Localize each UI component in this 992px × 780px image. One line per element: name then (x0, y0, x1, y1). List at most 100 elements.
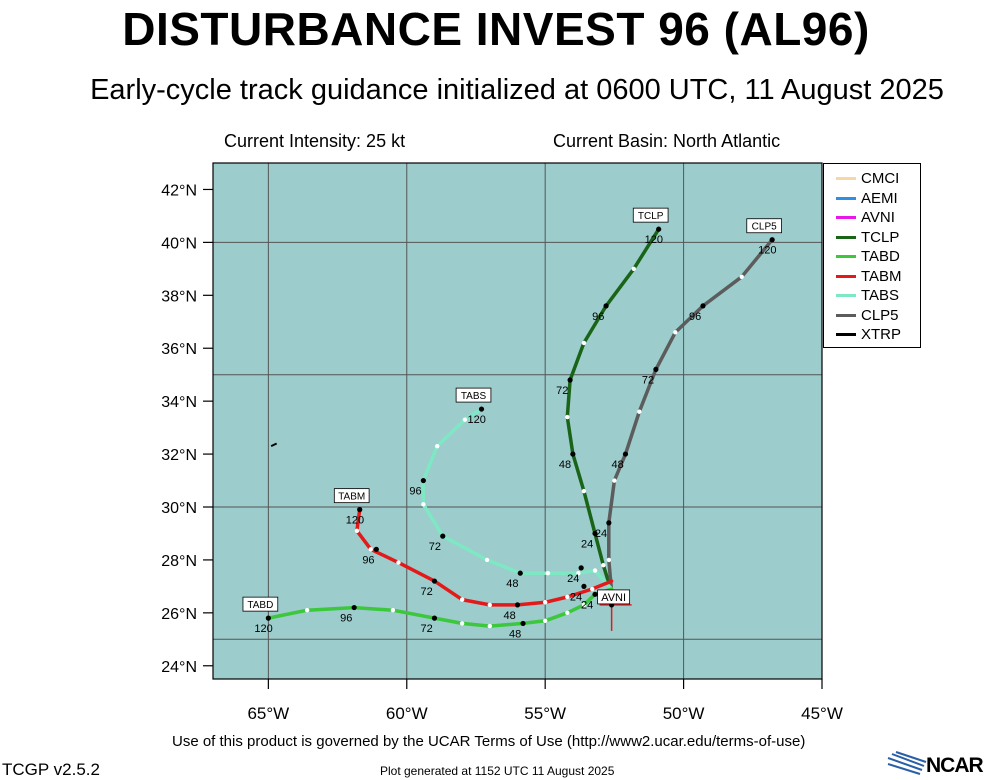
x-axis-tick-label: 65°W (247, 704, 289, 723)
legend-swatch (836, 274, 856, 278)
track-tick-point-tabd (520, 620, 526, 627)
page-title: DISTURBANCE INVEST 96 (AL96) (122, 3, 870, 55)
legend-item-aemi: AEMI (836, 189, 898, 208)
land-bermuda (270, 442, 278, 448)
track-point-tabd (487, 623, 493, 629)
y-axis-tick-label: 34°N (161, 394, 197, 411)
y-axis-tick-label: 42°N (161, 182, 197, 199)
page-subtitle: Early-cycle track guidance initialized a… (90, 74, 944, 106)
legend-label: AEMI (861, 189, 898, 207)
y-axis-tick-label: 36°N (161, 341, 197, 358)
track-tick-point-tabs (440, 533, 446, 539)
current-intensity: Current Intensity: 25 kt (224, 131, 406, 151)
legend-swatch (836, 255, 856, 258)
track-tick-label-tabd: 24 (581, 599, 593, 611)
track-point-tabm (368, 547, 373, 552)
track-tick-label-clp5: 24 (595, 528, 607, 540)
track-point-tclp (581, 488, 587, 494)
current-basin: Current Basin: North Atlantic (553, 131, 781, 151)
track-point-tabm (487, 602, 493, 608)
legend-item-xtrp: XTRP (836, 325, 901, 344)
track-point-tabd (565, 610, 570, 616)
generated-time: Plot generated at 1152 UTC 11 August 202… (380, 764, 615, 778)
track-point-clp5 (739, 274, 744, 279)
track-tick-point-tabs (420, 477, 426, 484)
track-tick-point-tclp (567, 377, 573, 383)
legend-item-avni: AVNI (836, 208, 895, 227)
track-point-tabm (565, 594, 570, 600)
legend-item-tabs: TABS (836, 286, 899, 305)
track-point-tabm (459, 597, 465, 602)
y-axis-tick-label: 32°N (161, 447, 197, 464)
legend-label: AVNI (861, 209, 895, 226)
track-point-tabs (421, 502, 426, 507)
track-tick-point-tabd (592, 591, 598, 597)
track-point-tclp (565, 414, 570, 420)
ncar-logo-text: NCAR (926, 754, 984, 777)
track-tick-label-tabd: 72 (420, 623, 432, 635)
track-point-tabd (581, 602, 587, 608)
track-point-tabd (304, 608, 310, 613)
track-tick-label-tabs: 48 (506, 578, 518, 590)
track-tick-label-tabm: 72 (420, 586, 432, 598)
track-tick-point-tabm (373, 546, 379, 552)
track-tick-point-tabs (517, 570, 523, 576)
y-axis-tick-label: 30°N (161, 500, 197, 517)
terms-of-use-text: Use of this product is governed by the U… (172, 733, 806, 750)
track-point-tabm (590, 586, 595, 592)
map-frame (212, 162, 823, 680)
track-point-tabd (459, 621, 465, 626)
track-tick-point-tabd (265, 615, 271, 621)
track-tick-label-tabs: 72 (429, 541, 441, 553)
track-tick-point-tabd (351, 604, 357, 611)
track-end-label-tabm: TABM (338, 492, 365, 503)
track-tick-label-tabm: 96 (362, 554, 374, 566)
track-tick-label-tclp: 48 (559, 459, 571, 471)
legend-swatch (836, 196, 856, 200)
track-point-clp5 (673, 330, 678, 335)
track-tick-label-tclp: 96 (592, 311, 604, 323)
track-tick-point-clp5 (769, 237, 775, 243)
legend-label: CMCI (861, 170, 900, 187)
track-tick-point-tclp (592, 530, 598, 537)
track-tick-label-clp5: 48 (611, 459, 623, 471)
track-end-label-box-tabd (242, 596, 279, 612)
x-axis-tick-label: 50°W (663, 704, 705, 723)
track-tick-point-clp5 (653, 366, 659, 372)
track-end-label-tabs: TABS (461, 391, 487, 402)
legend-item-cmci: CMCI (836, 169, 899, 188)
version-label: TCGP v2.5.2 (2, 760, 100, 779)
track-end-label-tclp: TCLP (638, 211, 664, 222)
track-end-label-clp5: CLP5 (752, 222, 777, 233)
track-point-tabs (484, 557, 490, 563)
legend-item-tclp: TCLP (836, 228, 899, 247)
track-tick-label-tabd: 120 (254, 623, 272, 635)
track-tick-point-clp5 (700, 303, 706, 309)
track-point-tabm (542, 600, 548, 605)
track-tick-point-clp5 (606, 520, 612, 526)
track-tick-label-tabd: 48 (509, 628, 521, 640)
track-tick-label-tabs: 96 (409, 486, 421, 498)
x-axis-tick-label: 60°W (386, 704, 428, 723)
x-axis-tick-label: 55°W (524, 704, 566, 723)
legend-label: TABM (861, 267, 902, 285)
track-end-label-tabd: TABD (247, 600, 273, 611)
track-tick-label-clp5: 96 (689, 311, 701, 323)
legend-swatch (836, 313, 856, 317)
track-tick-point-tclp (656, 226, 662, 232)
track-tick-label-tabs: 120 (468, 414, 486, 426)
legend-swatch (836, 235, 856, 239)
legend-swatch (836, 294, 856, 297)
legend-swatch (836, 177, 856, 180)
track-end-label-box-tabs (455, 387, 492, 403)
track-tabm (355, 507, 614, 607)
initial-label-box (597, 589, 631, 605)
legend-label: TCLP (861, 228, 900, 246)
track-tick-label-tabm: 48 (504, 610, 516, 622)
legend-label: TABS (861, 287, 900, 304)
track-tick-point-tabm (357, 507, 363, 513)
track-tick-point-clp5 (622, 451, 629, 457)
legend-item-tabd: TABD (836, 247, 900, 266)
legend-swatch (836, 216, 856, 219)
